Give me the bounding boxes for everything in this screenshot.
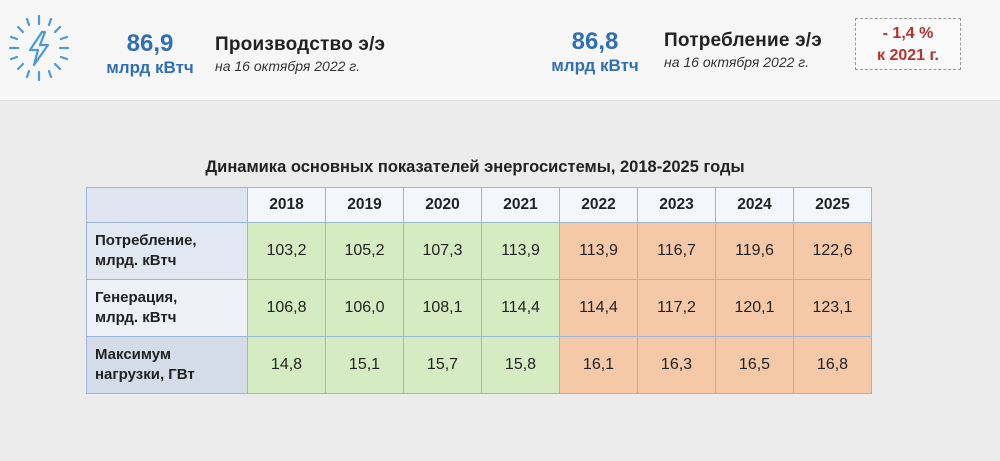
production-unit: млрд кВтч (106, 57, 194, 77)
change-value: - 1,4 % (882, 25, 934, 42)
table-cell: 106,8 (247, 279, 326, 337)
table-cell: 16,5 (715, 336, 794, 394)
production-title: Производство э/э (215, 34, 386, 55)
row-label-line1: Потребление, (95, 232, 197, 249)
consumption-value-block: 86,8 млрд кВтч (535, 28, 655, 75)
table-cell: 16,1 (559, 336, 638, 394)
change-label: к 2021 г. (877, 47, 939, 64)
consumption-title: Потребление э/э (664, 30, 822, 51)
consumption-unit: млрд кВтч (551, 55, 639, 75)
year-header: 2020 (403, 187, 482, 223)
table-row-consumption: Потребление, млрд. кВтч 103,2 105,2 107,… (86, 222, 872, 280)
production-value: 86,9 (126, 30, 174, 57)
row-label-line2: млрд. кВтч (95, 309, 177, 326)
production-date: на 16 октября 2022 г. (215, 58, 361, 74)
lightning-icon (4, 8, 74, 88)
table-cell: 123,1 (793, 279, 872, 337)
table-cell: 16,3 (637, 336, 716, 394)
table-cell: 120,1 (715, 279, 794, 337)
table-header-row: 2018 2019 2020 2021 2022 2023 2024 2025 (86, 187, 872, 223)
table-row-generation: Генерация, млрд. кВтч 106,8 106,0 108,1 … (86, 279, 872, 337)
row-label: Потребление, млрд. кВтч (86, 222, 248, 280)
table-cell: 114,4 (559, 279, 638, 337)
row-label-line1: Генерация, (95, 289, 178, 306)
table-cell: 117,2 (637, 279, 716, 337)
indicators-table: 2018 2019 2020 2021 2022 2023 2024 2025 … (86, 187, 872, 394)
consumption-date: на 16 октября 2022 г. (664, 54, 810, 70)
table-corner-cell (86, 187, 248, 223)
row-label-line1: Максимум (95, 346, 172, 363)
change-badge: - 1,4 % к 2021 г. (855, 18, 961, 70)
table-cell: 114,4 (481, 279, 560, 337)
consumption-value: 86,8 (571, 28, 619, 55)
production-value-block: 86,9 млрд кВтч (90, 30, 210, 77)
table-row-peak-load: Максимум нагрузки, ГВт 14,8 15,1 15,7 15… (86, 336, 872, 394)
row-label-line2: нагрузки, ГВт (95, 366, 195, 383)
table-cell: 15,8 (481, 336, 560, 394)
header-panel: 86,9 млрд кВтч Производство э/э на 16 ок… (0, 0, 1000, 101)
row-label: Генерация, млрд. кВтч (86, 279, 248, 337)
row-label-line2: млрд. кВтч (95, 252, 177, 269)
year-header: 2023 (637, 187, 716, 223)
year-header: 2025 (793, 187, 872, 223)
table-cell: 106,0 (325, 279, 404, 337)
year-header: 2022 (559, 187, 638, 223)
year-header: 2018 (247, 187, 326, 223)
table-cell: 15,1 (325, 336, 404, 394)
consumption-label-block: Потребление э/э на 16 октября 2022 г. (664, 30, 822, 70)
production-label-block: Производство э/э на 16 октября 2022 г. (215, 34, 385, 74)
row-label: Максимум нагрузки, ГВт (86, 336, 248, 394)
year-header: 2021 (481, 187, 560, 223)
table-cell: 119,6 (715, 222, 794, 280)
table-cell: 113,9 (559, 222, 638, 280)
table-cell: 103,2 (247, 222, 326, 280)
table-title: Динамика основных показателей энергосист… (205, 158, 745, 176)
table-cell: 107,3 (403, 222, 482, 280)
year-header: 2019 (325, 187, 404, 223)
table-cell: 108,1 (403, 279, 482, 337)
table-cell: 16,8 (793, 336, 872, 394)
table-cell: 15,7 (403, 336, 482, 394)
table-cell: 122,6 (793, 222, 872, 280)
table-cell: 116,7 (637, 222, 716, 280)
year-header: 2024 (715, 187, 794, 223)
table-cell: 105,2 (325, 222, 404, 280)
table-cell: 14,8 (247, 336, 326, 394)
table-cell: 113,9 (481, 222, 560, 280)
